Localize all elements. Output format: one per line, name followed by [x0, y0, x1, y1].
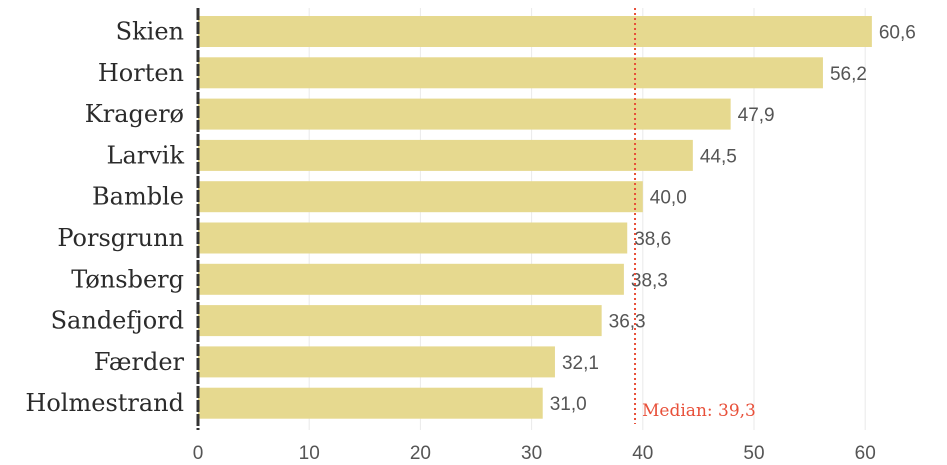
bars — [198, 16, 872, 419]
x-tick-label: 20 — [410, 443, 431, 464]
value-label: 31,0 — [550, 394, 587, 415]
bar-tønsberg — [198, 263, 624, 295]
x-tick-label: 0 — [193, 443, 204, 464]
value-label: 44,5 — [700, 146, 737, 167]
x-tick-label: 10 — [299, 443, 320, 464]
category-label: Kragerø — [85, 100, 184, 128]
value-label: 36,3 — [609, 312, 646, 333]
x-tick-label: 50 — [743, 443, 764, 464]
bar-horten — [198, 57, 823, 89]
bar-sandefjord — [198, 305, 602, 337]
x-tick-label: 40 — [632, 443, 653, 464]
x-tick-label: 30 — [521, 443, 542, 464]
median-label: Median: 39,3 — [642, 401, 756, 421]
category-label: Sandefjord — [51, 307, 184, 335]
value-label: 32,1 — [562, 353, 599, 374]
value-label: 47,9 — [738, 105, 775, 126]
x-axis-ticks: 0 10 20 30 40 50 60 — [193, 443, 876, 464]
value-label: 60,6 — [879, 23, 916, 44]
bar-skien — [198, 16, 872, 47]
category-label: Skien — [116, 18, 184, 46]
x-tick-label: 60 — [855, 443, 876, 464]
category-label: Tønsberg — [71, 265, 184, 293]
category-label: Horten — [98, 59, 184, 87]
bar-holmestrand — [198, 387, 543, 419]
category-label: Færder — [94, 348, 185, 376]
bar-porsgrunn — [198, 222, 628, 254]
category-label: Holmestrand — [25, 389, 184, 417]
value-label: 38,3 — [631, 270, 668, 291]
category-label: Porsgrunn — [57, 224, 184, 252]
value-label: 38,6 — [634, 229, 671, 250]
category-label: Larvik — [107, 141, 185, 169]
bar-færder — [198, 346, 555, 378]
category-label: Bamble — [92, 183, 184, 211]
value-labels: 60,6 56,2 47,944,5 40,0 38,6 38,3 36,3 32,1 31,0 — [550, 23, 916, 416]
value-label: 56,2 — [830, 64, 867, 85]
bar-kragerø — [198, 98, 731, 130]
bar-bamble — [198, 181, 643, 213]
median-line-group: Median: 39,3 — [634, 8, 756, 424]
bar-larvik — [198, 139, 693, 171]
value-label: 40,0 — [650, 188, 687, 209]
category-labels: Skien Horten Kragerø Larvik Bamble Porsgrunn T… — [25, 18, 184, 418]
